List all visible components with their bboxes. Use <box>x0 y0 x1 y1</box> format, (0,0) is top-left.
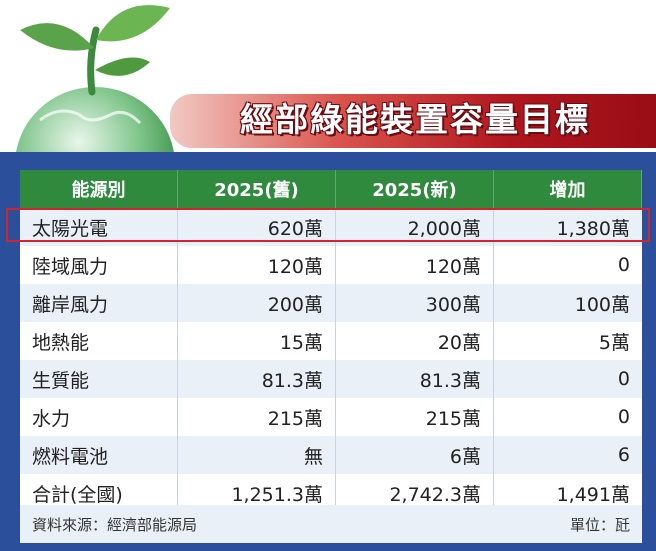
new-target-cell: 2,000萬 <box>336 208 494 246</box>
page-title: 經部綠能裝置容量目標 <box>240 100 590 139</box>
energy-type-cell: 陸域風力 <box>20 246 178 284</box>
column-header: 2025(新) <box>336 170 494 208</box>
new-target-cell: 120萬 <box>336 246 494 284</box>
old-target-cell: 620萬 <box>178 208 336 246</box>
table-row: 陸域風力 120萬 120萬 0 <box>20 246 642 284</box>
old-target-cell: 無 <box>178 436 336 474</box>
increase-cell: 0 <box>617 368 630 390</box>
data-table: 能源別 2025(舊) 2025(新) 增加 太陽光電 620萬 2,000萬 … <box>20 170 642 512</box>
new-target-cell: 300萬 <box>336 284 494 322</box>
column-header: 2025(舊) <box>178 170 336 208</box>
energy-type-cell: 地熱能 <box>20 322 178 360</box>
increase-cell: 100萬 <box>574 293 630 316</box>
table-header-row: 能源別 2025(舊) 2025(新) 增加 <box>20 170 642 208</box>
old-target-cell: 1,251.3萬 <box>178 474 336 512</box>
table-row: 生質能 81.3萬 81.3萬 0 <box>20 360 642 398</box>
increase-cell: 6 <box>617 444 630 466</box>
energy-type-cell: 太陽光電 <box>20 208 178 246</box>
unit-note: 單位：瓩 <box>569 515 630 534</box>
increase-cell: 1,491萬 <box>556 483 630 506</box>
old-target-cell: 120萬 <box>178 246 336 284</box>
solar-row-highlight <box>6 208 650 242</box>
new-target-cell: 215萬 <box>336 398 494 436</box>
increase-cell: 0 <box>617 254 630 276</box>
table-row: 離岸風力 200萬 300萬 100萬 <box>20 284 642 322</box>
increase-cell: 1,380萬 <box>556 217 630 240</box>
header-graphic: 經部綠能裝置容量目標 <box>0 0 656 243</box>
table-row: 地熱能 15萬 20萬 5萬 <box>20 322 642 360</box>
source-note: 資料來源：經濟部能源局 <box>32 515 198 534</box>
title-bar <box>170 94 656 148</box>
energy-type-cell: 生質能 <box>20 360 178 398</box>
increase-cell: 0 <box>617 406 630 428</box>
new-target-cell: 2,742.3萬 <box>336 474 494 512</box>
new-target-cell: 20萬 <box>336 322 494 360</box>
old-target-cell: 200萬 <box>178 284 336 322</box>
column-header: 增加 <box>494 170 642 208</box>
new-target-cell: 81.3萬 <box>336 360 494 398</box>
energy-type-cell: 燃料電池 <box>20 436 178 474</box>
table-row: 水力 215萬 215萬 0 <box>20 398 642 436</box>
table-row: 太陽光電 620萬 2,000萬 1,380萬 <box>20 208 642 246</box>
old-target-cell: 81.3萬 <box>178 360 336 398</box>
old-target-cell: 15萬 <box>178 322 336 360</box>
old-target-cell: 215萬 <box>178 398 336 436</box>
new-target-cell: 6萬 <box>336 436 494 474</box>
energy-type-cell: 水力 <box>20 398 178 436</box>
column-header: 能源別 <box>20 170 178 208</box>
table-row: 燃料電池 無 6萬 6 <box>20 436 642 474</box>
energy-type-cell: 離岸風力 <box>20 284 178 322</box>
increase-cell: 5萬 <box>598 331 630 354</box>
table-footer: 資料來源：經濟部能源局 單位：瓩 <box>20 505 642 543</box>
energy-type-cell: 合計(全國) <box>20 474 178 512</box>
